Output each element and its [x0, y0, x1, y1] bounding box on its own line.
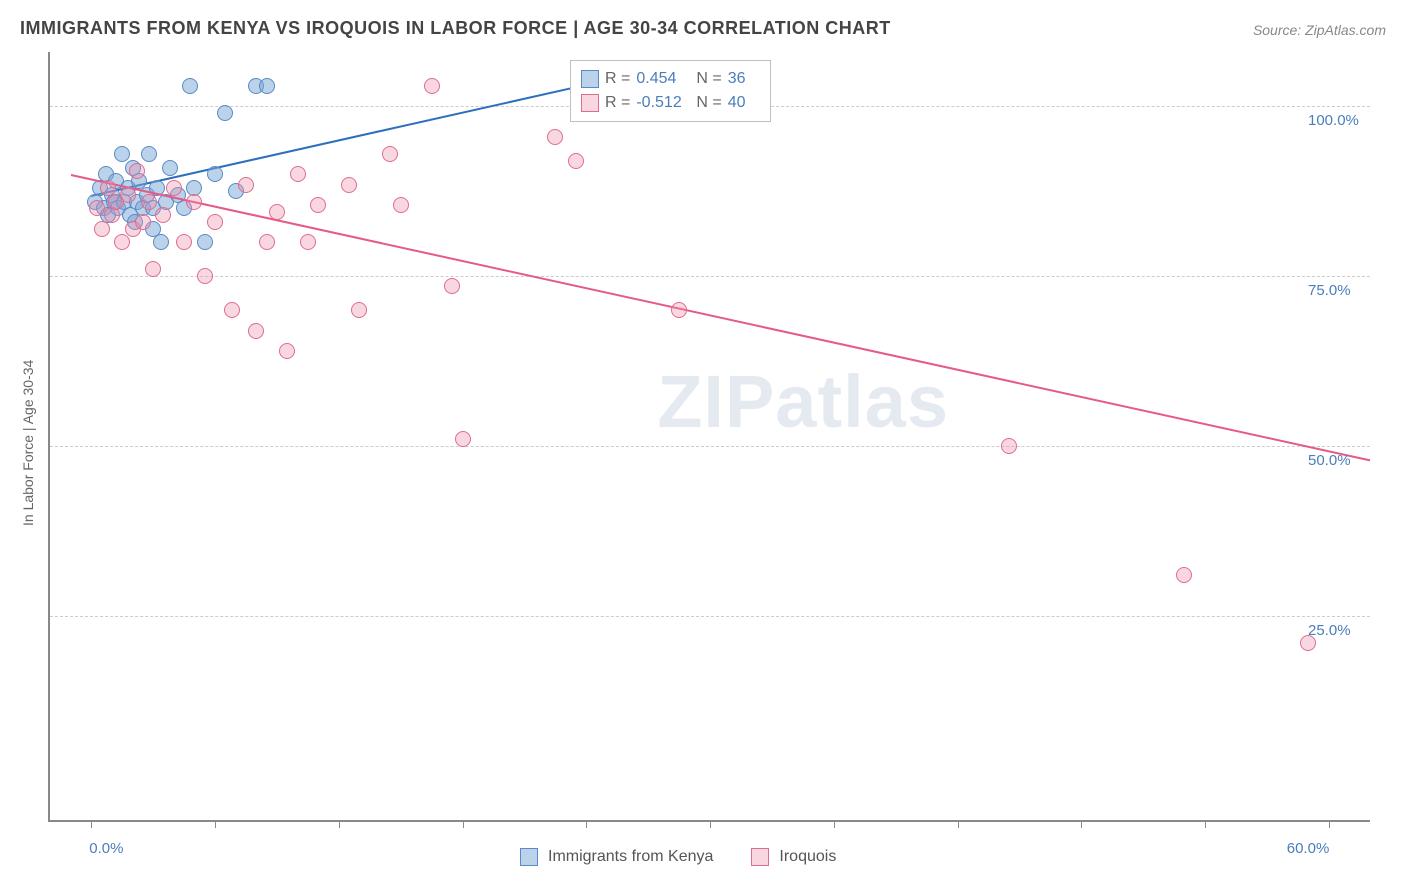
x-tick: [1329, 820, 1330, 828]
legend-swatch: [581, 70, 599, 88]
data-point: [382, 146, 398, 162]
x-tick: [834, 820, 835, 828]
x-tick: [339, 820, 340, 828]
data-point: [207, 166, 223, 182]
y-tick-label: 75.0%: [1308, 282, 1351, 299]
r-label: R =: [605, 91, 630, 115]
r-value: -0.512: [636, 91, 690, 115]
legend-swatch: [581, 94, 599, 112]
data-point: [155, 207, 171, 223]
gridline: [50, 276, 1370, 277]
x-tick: [710, 820, 711, 828]
legend-series-label: Immigrants from Kenya: [548, 848, 713, 866]
data-point: [1176, 567, 1192, 583]
data-point: [444, 278, 460, 294]
stats-legend-row: R =-0.512N = 40: [581, 91, 758, 115]
n-label: N =: [696, 91, 721, 115]
data-point: [197, 234, 213, 250]
data-point: [259, 234, 275, 250]
y-tick-label: 50.0%: [1308, 452, 1351, 469]
data-point: [310, 197, 326, 213]
data-point: [135, 214, 151, 230]
data-point: [94, 221, 110, 237]
source-label: Source: ZipAtlas.com: [1253, 22, 1386, 38]
legend-swatch: [520, 848, 538, 866]
x-tick: [586, 820, 587, 828]
n-label: N =: [696, 67, 721, 91]
data-point: [300, 234, 316, 250]
data-point: [341, 177, 357, 193]
data-point: [279, 343, 295, 359]
x-tick-label: 0.0%: [89, 840, 123, 857]
trend-line: [70, 174, 1370, 461]
data-point: [176, 234, 192, 250]
x-tick: [215, 820, 216, 828]
stats-legend-row: R =0.454N = 36: [581, 67, 758, 91]
data-point: [153, 234, 169, 250]
data-point: [290, 166, 306, 182]
data-point: [166, 180, 182, 196]
data-point: [162, 160, 178, 176]
data-point: [114, 234, 130, 250]
watermark: ZIPatlas: [657, 359, 949, 444]
x-tick-label: 60.0%: [1287, 840, 1330, 857]
x-tick: [1081, 820, 1082, 828]
data-point: [129, 163, 145, 179]
data-point: [145, 261, 161, 277]
data-point: [104, 207, 120, 223]
data-point: [197, 268, 213, 284]
data-point: [1001, 438, 1017, 454]
data-point: [269, 204, 285, 220]
data-point: [207, 214, 223, 230]
x-tick: [1205, 820, 1206, 828]
legend-series-label: Iroquois: [779, 848, 836, 866]
data-point: [455, 431, 471, 447]
data-point: [351, 302, 367, 318]
data-point: [141, 194, 157, 210]
x-tick: [958, 820, 959, 828]
data-point: [393, 197, 409, 213]
series-legend: Immigrants from Kenya Iroquois: [520, 848, 864, 866]
legend-swatch: [751, 848, 769, 866]
data-point: [259, 78, 275, 94]
data-point: [547, 129, 563, 145]
trend-line: [91, 86, 576, 197]
r-value: 0.454: [636, 67, 690, 91]
data-point: [182, 78, 198, 94]
data-point: [424, 78, 440, 94]
x-tick: [91, 820, 92, 828]
data-point: [186, 194, 202, 210]
stats-legend: R =0.454N = 36 R =-0.512N = 40: [570, 60, 771, 122]
data-point: [568, 153, 584, 169]
y-tick-label: 25.0%: [1308, 622, 1351, 639]
data-point: [120, 187, 136, 203]
n-value: 36: [728, 67, 758, 91]
y-axis-label: In Labor Force | Age 30-34: [20, 360, 36, 526]
data-point: [217, 105, 233, 121]
y-tick-label: 100.0%: [1308, 112, 1359, 129]
data-point: [248, 323, 264, 339]
data-point: [141, 146, 157, 162]
data-point: [238, 177, 254, 193]
gridline: [50, 446, 1370, 447]
x-tick: [463, 820, 464, 828]
gridline: [50, 616, 1370, 617]
chart-title: IMMIGRANTS FROM KENYA VS IROQUOIS IN LAB…: [20, 18, 891, 39]
plot-area: ZIPatlas: [48, 52, 1370, 822]
data-point: [671, 302, 687, 318]
r-label: R =: [605, 67, 630, 91]
data-point: [224, 302, 240, 318]
n-value: 40: [728, 91, 758, 115]
